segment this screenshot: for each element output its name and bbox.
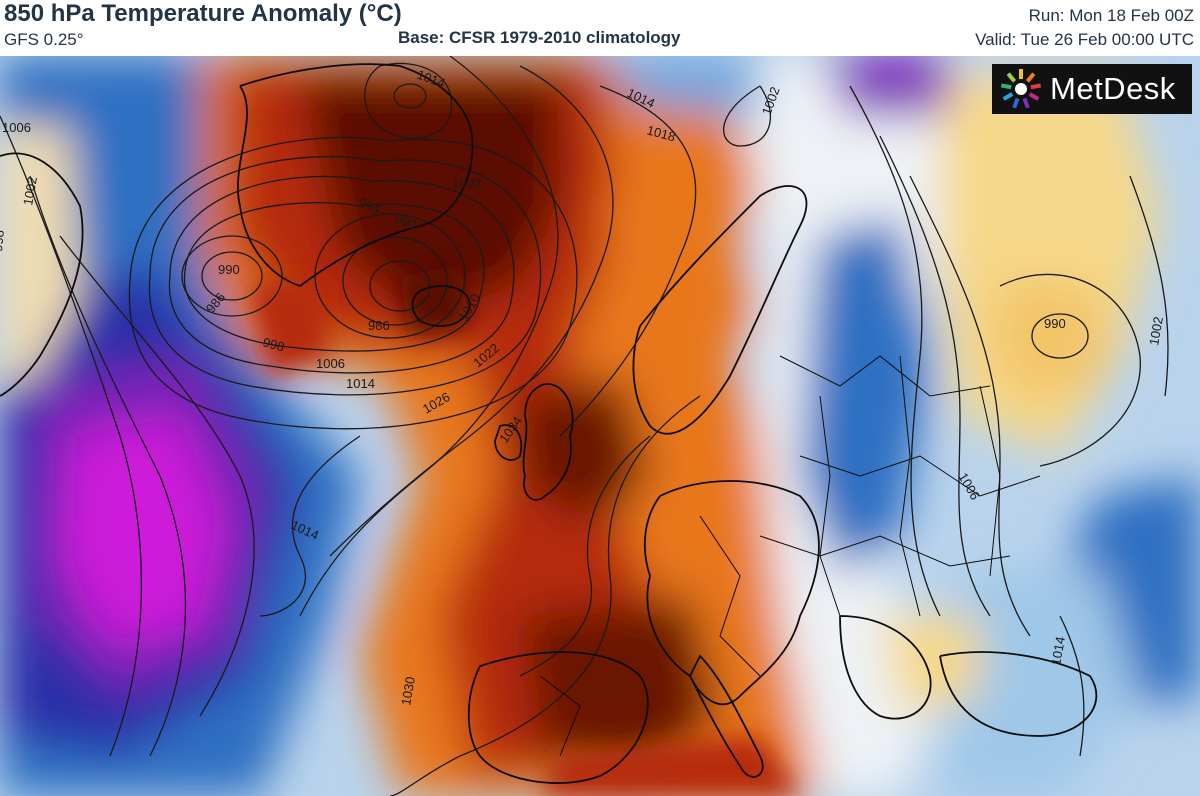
chart-title: 850 hPa Temperature Anomaly (°C) (4, 0, 402, 27)
label-998: 998 (261, 334, 286, 354)
metdesk-burst-icon (1000, 69, 1042, 109)
mediterranean-warm (540, 736, 800, 796)
turkey-cool-region (940, 566, 1140, 796)
isobar-arctic-1002 (722, 85, 771, 147)
label-1030: 1030 (398, 675, 418, 706)
isobar-west-1006 (0, 115, 143, 757)
isobar-russia-1002 (1129, 175, 1169, 397)
border-1 (779, 355, 991, 397)
valid-time-label: Valid: Tue 26 Feb 00:00 UTC (975, 30, 1194, 49)
anomaly-map: 1014 1018 1002 1014 990 986 998 1006 101… (0, 56, 1200, 796)
isobar-cyclone-inner (369, 260, 431, 312)
isobar-998 (168, 175, 515, 374)
isobar-greenland-1014 (364, 62, 453, 139)
isobar-1006 (148, 156, 542, 396)
turkey-coastline (939, 651, 1098, 737)
anomaly-map-svg: 1014 1018 1002 1014 990 986 998 1006 101… (0, 56, 1200, 796)
label-1002c: 1002 (1146, 315, 1166, 346)
isobar-west-1010 (29, 175, 187, 757)
isobar-1034 (519, 435, 651, 677)
metdesk-logo-text: MetDesk (1050, 71, 1176, 106)
isobar-atlantic-1014 (259, 435, 361, 617)
italy-coastline (688, 654, 764, 778)
iberia-coastline (467, 651, 649, 784)
arctic-cool-strip (600, 56, 760, 116)
base-climatology-label: Base: CFSR 1979-2010 climatology (398, 28, 681, 47)
balkans-warm-patch (880, 616, 980, 716)
isobar-russia-990 (1031, 313, 1089, 359)
greenland-warm-core (300, 76, 560, 316)
run-time-label: Run: Mon 18 Feb 00Z (1028, 6, 1194, 25)
label-990c: 990 (1044, 316, 1066, 331)
label-1018: 1018 (645, 122, 677, 144)
russia-warm-core (990, 276, 1110, 406)
chart-header: 850 hPa Temperature Anomaly (°C) GFS 0.2… (0, 0, 1200, 56)
isobar-low-986 (201, 251, 263, 301)
isobar-1014 (128, 136, 578, 430)
border-4 (819, 395, 841, 617)
label-1006c: 1006 (2, 120, 31, 135)
label-1014e: 1014 (1048, 635, 1068, 666)
label-1014c: 1014 (346, 376, 375, 391)
label-1002b: 1002 (452, 176, 481, 191)
ireland-coastline (494, 424, 523, 461)
balkans-coastline (839, 615, 932, 720)
border-5 (899, 355, 921, 617)
great-britain-coastline (522, 383, 574, 501)
border-2 (799, 455, 1041, 497)
arctic-purple-patch (820, 56, 960, 116)
model-label: GFS 0.25° (4, 30, 84, 49)
label-1002d: 1002 (20, 175, 40, 206)
label-990b: 990 (393, 211, 419, 233)
coastlines (0, 63, 1098, 784)
scandinavia-coastline (632, 185, 808, 435)
border-6 (699, 515, 761, 677)
isobar-east-1002 (879, 135, 991, 617)
isobar-east-998 (849, 85, 941, 617)
border-8 (539, 675, 581, 757)
label-998b: 998 (0, 229, 7, 252)
north-america-coastline (0, 152, 84, 397)
label-990a: 990 (218, 262, 240, 277)
isobar-east-1006 (909, 175, 1031, 637)
border-3 (759, 535, 1011, 567)
greenland-coastline (237, 63, 474, 288)
label-1006: 1006 (316, 356, 345, 371)
north-sea-warm-core (520, 376, 650, 526)
isobar-caspian-1014 (1059, 615, 1085, 757)
label-986b: 986 (368, 318, 390, 333)
norwegian-sea-warm (600, 176, 760, 396)
border-7 (979, 385, 1001, 577)
eastern-cold-band (800, 216, 930, 576)
isobar-greenland-high (393, 83, 427, 109)
iceland-coastline (411, 285, 471, 327)
iceland-low-warm (250, 276, 330, 376)
isobar-1030 (389, 395, 701, 796)
isobar-cyclone-2 (342, 236, 448, 326)
temperature-anomaly-field (0, 56, 1200, 796)
central-europe-coastline (643, 480, 820, 706)
isobar-994 (183, 202, 485, 352)
isobar-russia-994 (999, 273, 1141, 467)
isobar-1026 (299, 56, 559, 617)
label-994: 994 (357, 195, 383, 217)
metdesk-logo: MetDesk (992, 64, 1192, 114)
isobar-west-1014 (59, 235, 255, 717)
isobar-1022 (329, 65, 614, 557)
borders (539, 355, 1041, 757)
isobar-low-990 (181, 235, 283, 317)
isobar-1018 (559, 85, 697, 437)
cold-magenta-core (60, 416, 225, 646)
